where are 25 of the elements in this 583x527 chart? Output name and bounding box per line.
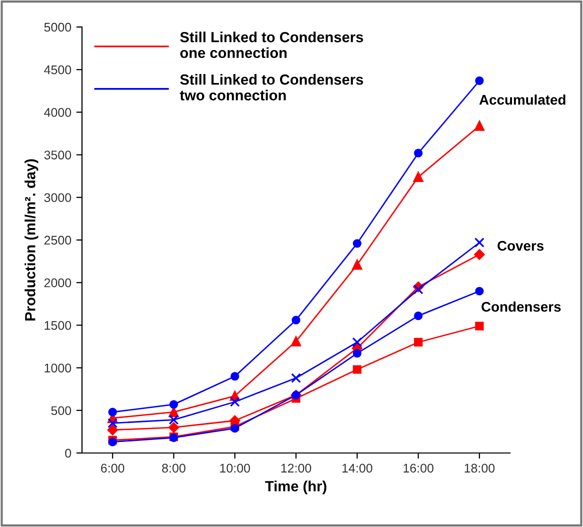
legend-label: Still Linked to Condensers two connection [180, 74, 364, 100]
y-tick-label: 4500 [44, 65, 72, 74]
y-tick-label: 0 [65, 448, 72, 458]
x-tick-label: 10:00 [220, 464, 250, 473]
annotation: Condensers [482, 302, 561, 312]
x-tick-label: 8:00 [162, 464, 186, 473]
x-tick-label: 12:00 [281, 464, 312, 473]
y-tick-label: 2500 [44, 236, 72, 245]
x-tick-label: 18:00 [464, 464, 495, 473]
y-tick-label: 1000 [44, 364, 72, 372]
y-tick-label: 4000 [44, 108, 72, 117]
x-tick-label: 16:00 [404, 464, 434, 473]
annotation: Accumulated [479, 94, 566, 105]
y-tick-label: 500 [51, 406, 72, 416]
x-axis-title: Time (hr) [265, 480, 326, 494]
y-tick-label: 3500 [44, 150, 72, 160]
y-tick-label: 2000 [44, 278, 72, 288]
y-tick-label: 5000 [44, 22, 72, 32]
y-tick-label: 3000 [44, 193, 72, 202]
y-axis-title: Production (ml/m². day) [24, 159, 38, 320]
annotation: Covers [498, 240, 544, 251]
x-tick-label: 6:00 [101, 464, 124, 473]
x-tick-label: 14:00 [342, 464, 372, 473]
legend-label: Still Linked to Condensers one connection [180, 32, 364, 58]
y-tick-label: 1500 [44, 321, 72, 330]
